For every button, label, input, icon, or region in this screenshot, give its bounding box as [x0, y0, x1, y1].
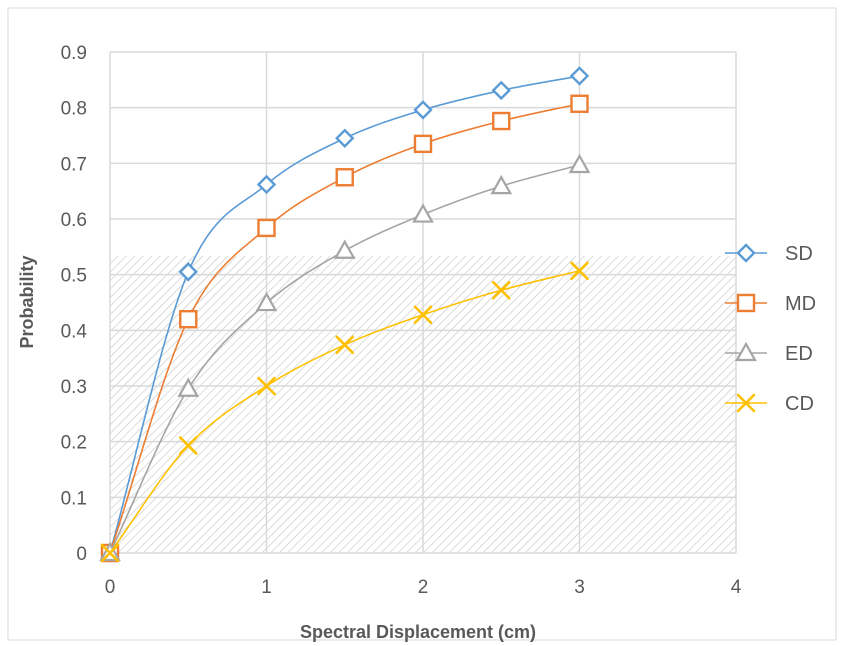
ed-data-point — [490, 174, 513, 195]
ed-series — [99, 153, 591, 562]
y-tick-label: 0.6 — [61, 210, 87, 231]
legend-sd-label: SD — [785, 243, 813, 265]
cd-data-point — [257, 376, 276, 396]
legend-cd-label: CD — [785, 393, 814, 415]
sd-data-point — [335, 128, 355, 148]
sd-data-point — [178, 262, 198, 282]
md-data-point — [257, 218, 276, 238]
legend-md-label: MD — [785, 293, 816, 315]
x-tick-label: 0 — [105, 577, 116, 598]
cd-data-point — [413, 305, 433, 325]
ed-data-point — [568, 153, 591, 174]
legend-sd-marker — [736, 243, 756, 263]
data-series — [99, 66, 591, 563]
ed-data-point — [412, 203, 434, 223]
legend-ed-marker — [735, 341, 757, 362]
md-data-point — [179, 310, 198, 329]
y-axis-title: Probability — [17, 255, 37, 348]
md-data-point — [492, 111, 511, 131]
y-tick-label: 0.4 — [61, 321, 88, 342]
y-tick-label: 0.3 — [61, 377, 87, 398]
legend-item-cd: CD — [725, 393, 814, 415]
y-tick-label: 0.7 — [61, 154, 87, 175]
y-tick-label: 0.5 — [61, 266, 87, 287]
x-tick-label: 4 — [731, 577, 742, 598]
md-data-point — [335, 168, 354, 187]
ed-data-point — [255, 291, 278, 312]
cd-data-point — [335, 335, 355, 355]
legend-ed-label: ED — [785, 343, 813, 365]
x-tick-label: 1 — [261, 577, 272, 598]
axis-tick-labels: 0 0.1 0.2 0.3 0.4 0.5 0.6 0.7 0.8 0.9 0 1 2 3 4 — [61, 43, 742, 598]
sd-data-point — [569, 66, 590, 86]
cd-data-point — [491, 280, 511, 300]
legend-item-sd: SD — [725, 243, 813, 265]
cd-series — [100, 261, 589, 563]
chart-frame — [7, 7, 837, 641]
ed-data-point — [177, 377, 200, 397]
y-tick-label: 0.2 — [61, 433, 87, 454]
x-tick-label: 3 — [574, 577, 585, 598]
legend-item-ed: ED — [725, 341, 813, 365]
x-tick-label: 2 — [418, 577, 429, 598]
legend-md-marker — [736, 293, 756, 313]
y-tick-label: 0.1 — [61, 488, 87, 509]
cd-data-point — [178, 436, 198, 455]
md-data-point — [570, 94, 589, 113]
sd-data-point — [256, 174, 277, 195]
ed-data-point — [333, 239, 356, 259]
sd-data-point — [491, 80, 511, 101]
sd-data-point — [413, 100, 433, 120]
y-tick-label: 0.9 — [61, 43, 87, 64]
legend-item-md: MD — [725, 293, 816, 315]
cd-data-point — [570, 261, 589, 281]
sd-series-line — [109, 75, 580, 554]
y-tick-label: 0.8 — [61, 99, 87, 120]
cd-data-point — [100, 543, 120, 563]
md-data-point — [413, 134, 433, 154]
x-axis-title: Spectral Displacement (cm) — [300, 622, 536, 642]
legend-cd-marker — [736, 393, 756, 413]
legend: SD MD ED CD — [725, 243, 816, 415]
y-tick-label: 0 — [76, 544, 87, 565]
